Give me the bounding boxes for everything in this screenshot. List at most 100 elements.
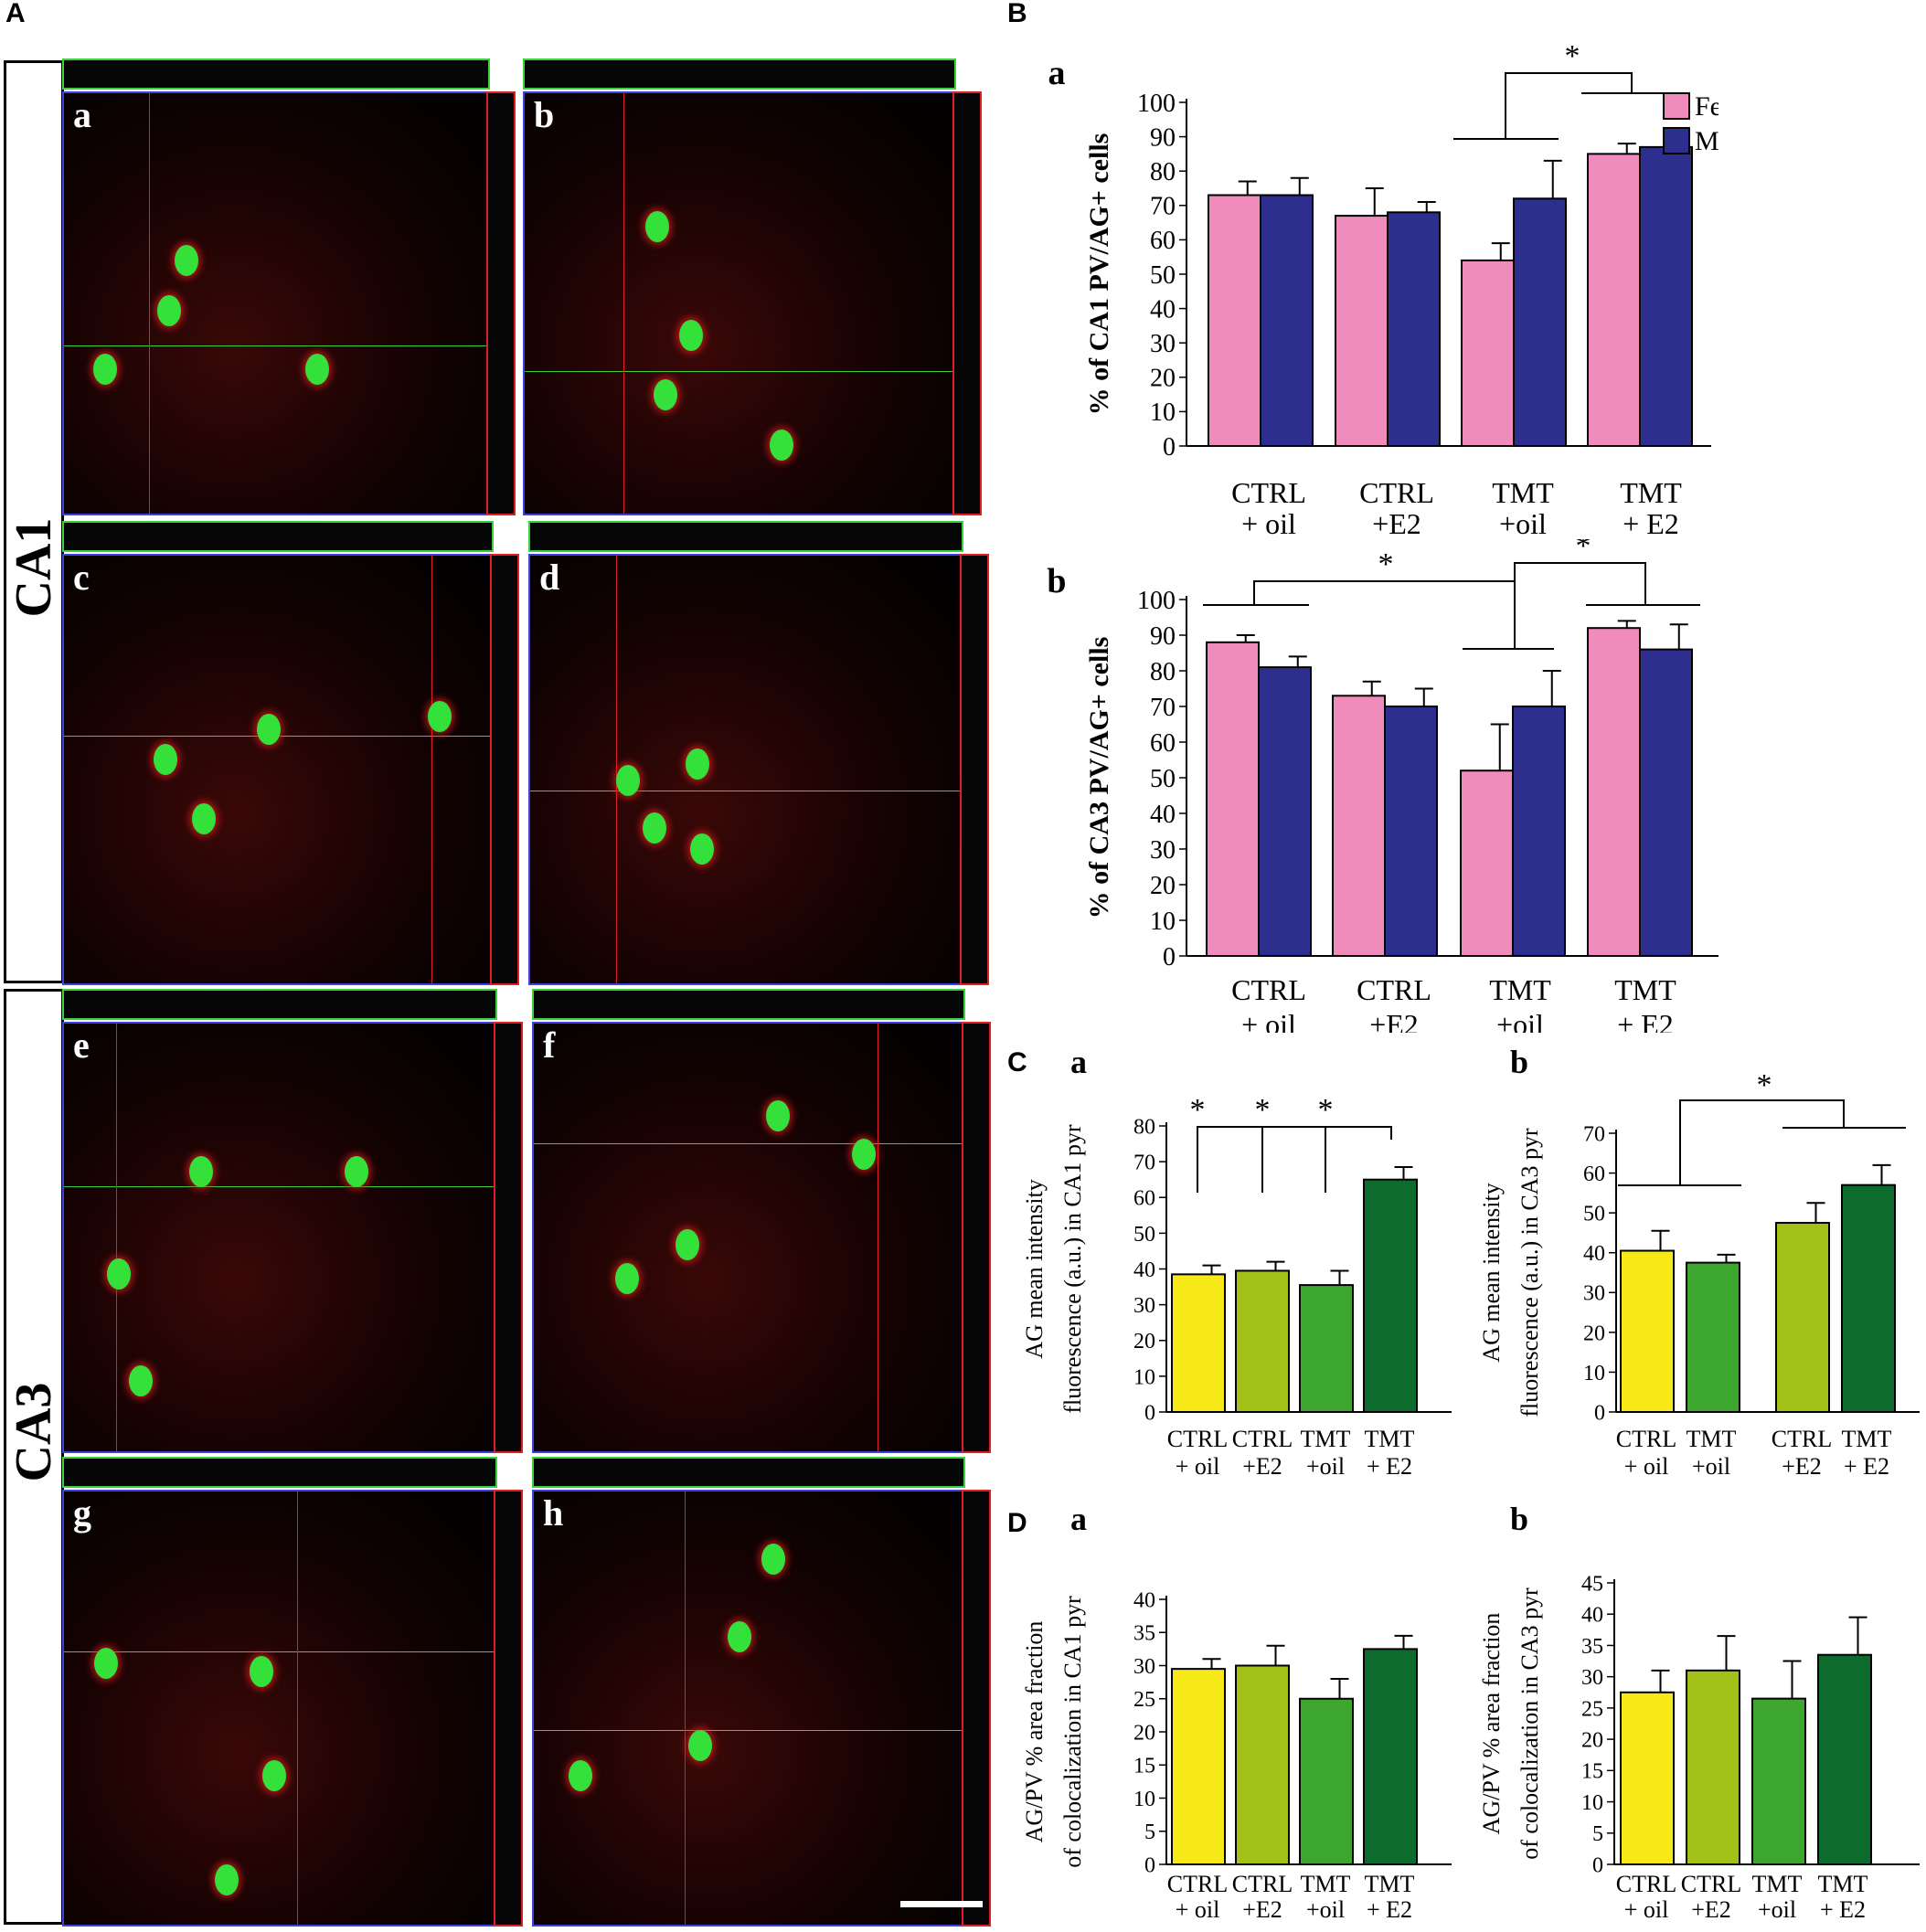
bar	[1513, 197, 1567, 447]
bar	[1171, 1273, 1226, 1413]
x-tick-label: + oil	[1176, 1896, 1220, 1923]
micrograph-label-e: e	[73, 1024, 90, 1066]
bar	[1387, 211, 1441, 447]
x-tick-label: TMT	[1301, 1426, 1351, 1452]
crosshair-horizontal	[525, 370, 954, 372]
y-tick-label: 5	[1144, 1821, 1155, 1844]
y-tick-label: 45	[1581, 1572, 1603, 1596]
crosshair-vertical	[296, 1491, 298, 1925]
crosshair-vertical	[148, 93, 150, 514]
y-tick-label: 15	[1133, 1755, 1155, 1778]
y-axis-label: % of CA3 PV/AG+ cells	[1084, 637, 1114, 919]
y-tick-label: 5	[1592, 1822, 1603, 1846]
x-tick-label: + E2	[1367, 1453, 1412, 1480]
subpanel-label: b	[1047, 562, 1066, 600]
x-tick-label: TMT	[1365, 1426, 1415, 1452]
subpanel-label: a	[1070, 1501, 1087, 1537]
x-tick-label: + oil	[1241, 1008, 1296, 1033]
bar	[1299, 1284, 1354, 1414]
chart-ca1-pv-ag-cells: a % of CA1 PV/AG+ cells 0 10 20 30 40 50 60 70 80 9…	[1048, 39, 1719, 539]
y-axis-label: % of CA1 PV/AG+ cells	[1084, 133, 1114, 416]
crosshair-horizontal	[534, 1143, 963, 1145]
orthogonal-view-side	[960, 554, 989, 985]
x-tick-label: CTRL	[1357, 973, 1431, 1006]
bar	[1686, 1261, 1740, 1413]
y-tick-label: 20	[1150, 365, 1176, 393]
orthogonal-view-top	[532, 989, 965, 1020]
y-tick-label: 10	[1581, 1791, 1603, 1815]
crosshair-vertical	[623, 93, 625, 514]
x-tick-label: +E2	[1369, 1008, 1419, 1033]
bar	[1620, 1691, 1675, 1865]
labeled-cell	[616, 765, 641, 797]
y-tick-label: 20	[1150, 872, 1176, 900]
region-label-ca3: CA3	[5, 1382, 62, 1482]
x-tick-label: + oil	[1176, 1453, 1220, 1480]
bar	[1751, 1697, 1806, 1865]
x-tick-label: CTRL	[1616, 1871, 1676, 1897]
x-tick-label: + E2	[1367, 1896, 1412, 1923]
y-tick-label: 90	[1150, 123, 1176, 152]
y-axis-label: AG mean intensity	[1024, 1179, 1048, 1358]
labeled-cell	[851, 1139, 876, 1171]
y-tick-label: 35	[1133, 1622, 1155, 1646]
bar	[1775, 1222, 1830, 1413]
labeled-cell	[427, 701, 452, 733]
region-label-ca1: CA1	[5, 517, 62, 618]
bar	[1332, 695, 1386, 958]
labeled-cell	[642, 812, 666, 844]
y-tick-label: 50	[1150, 765, 1176, 793]
y-tick-label: 50	[1150, 261, 1176, 290]
subpanel-label: a	[1070, 1044, 1087, 1080]
bar	[1258, 666, 1312, 957]
labeled-cell	[128, 1365, 153, 1397]
y-tick-label: 10	[1133, 1788, 1155, 1811]
significance-bracket	[1618, 1099, 1906, 1186]
y-tick-label: 30	[1581, 1666, 1603, 1690]
x-tick-label: + oil	[1624, 1896, 1669, 1923]
bar	[1587, 627, 1641, 957]
y-tick-label: 40	[1581, 1604, 1603, 1628]
y-tick-label: 0	[1163, 433, 1176, 462]
x-tick-label: TMT	[1301, 1871, 1351, 1897]
micrograph-e: e	[62, 1022, 497, 1453]
x-tick-label: + E2	[1623, 507, 1679, 539]
labeled-cell	[256, 714, 281, 746]
panel-label-c: C	[1007, 1047, 1027, 1077]
bar	[1817, 1653, 1872, 1865]
orthogonal-view-top	[528, 521, 963, 552]
crosshair-horizontal	[64, 1651, 495, 1653]
bar	[1587, 153, 1641, 447]
legend-label: Male	[1695, 126, 1719, 156]
orthogonal-view-side	[962, 1490, 991, 1927]
y-tick-label: 25	[1133, 1688, 1155, 1712]
micrograph-g: g	[62, 1490, 497, 1927]
y-tick-label: 100	[1137, 587, 1176, 615]
labeled-cell	[192, 803, 217, 835]
x-tick-label: +oil	[1758, 1896, 1796, 1923]
y-tick-label: 60	[1583, 1162, 1605, 1186]
y-tick-label: 30	[1133, 1294, 1155, 1318]
orthogonal-view-top	[532, 1457, 965, 1488]
y-axis-label: of colocalization in CA3 pyr	[1516, 1587, 1543, 1860]
micrograph-label-b: b	[534, 94, 555, 135]
bar	[1686, 1669, 1740, 1865]
x-tick-label: +E2	[1242, 1453, 1282, 1480]
micrograph-h: h	[532, 1490, 965, 1927]
orthogonal-view-side	[486, 91, 516, 515]
x-tick-label: TMT	[1620, 476, 1682, 509]
crosshair-vertical	[684, 1491, 686, 1925]
chart-ca1-ag-intensity: a AG mean intensity fluorescence (a.u.) in…	[1024, 1044, 1452, 1480]
y-tick-label: 60	[1150, 227, 1176, 255]
crosshair-horizontal	[534, 1729, 963, 1731]
bar	[1335, 215, 1389, 447]
x-tick-label: +oil	[1499, 507, 1547, 539]
legend-swatch	[1663, 92, 1690, 120]
x-tick-label: +oil	[1306, 1453, 1345, 1480]
y-axis-label: of colocalization in CA1 pyr	[1059, 1596, 1086, 1868]
micrograph-d: d	[528, 554, 963, 985]
bar	[1235, 1269, 1290, 1413]
x-tick-label: TMT	[1842, 1426, 1892, 1452]
x-tick-label: + E2	[1617, 1008, 1674, 1033]
orthogonal-view-top	[62, 989, 497, 1020]
